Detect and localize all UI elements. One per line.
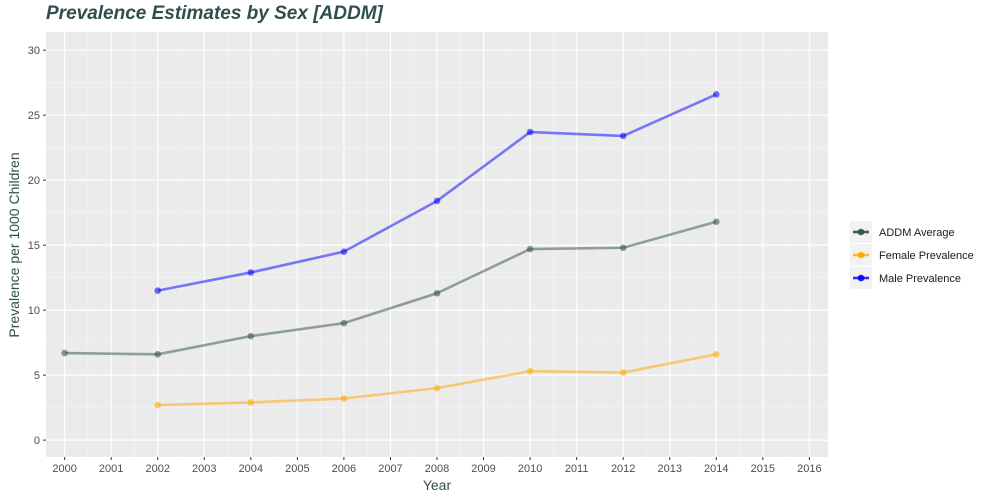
x-tick-label: 2014 <box>704 463 728 475</box>
female-prevalence-legend-label: Female Prevalence <box>879 250 974 262</box>
grid-major <box>46 32 828 457</box>
x-tick-label: 2005 <box>285 463 309 475</box>
addm-average-point <box>433 289 441 297</box>
x-tick-label: 2016 <box>797 463 821 475</box>
addm-average-point <box>154 351 162 358</box>
addm-average-point <box>247 332 255 340</box>
y-tick-label: 25 <box>28 110 40 122</box>
x-tick-label: 2001 <box>99 463 123 475</box>
y-tick-label: 30 <box>28 45 40 57</box>
male-prevalence-point <box>619 132 627 140</box>
legend: ADDM Average Female Prevalence Male Preval… <box>850 220 1000 290</box>
y-tick-label: 15 <box>28 240 40 252</box>
female-prevalence-point <box>154 401 162 409</box>
addm-average-legend-point <box>857 228 865 236</box>
x-tick-label: 2010 <box>518 463 542 475</box>
x-tick-label: 2015 <box>751 463 775 475</box>
female-prevalence-point <box>526 367 534 375</box>
y-axis-ticks: 0 5 10 15 20 25 30 <box>28 45 46 447</box>
female-prevalence-point <box>340 395 348 402</box>
female-prevalence-point <box>433 384 441 392</box>
x-tick-label: 2002 <box>145 463 169 475</box>
x-tick-label: 2000 <box>52 463 76 475</box>
female-prevalence-point <box>619 369 627 376</box>
addm-average-point <box>619 244 627 252</box>
x-tick-label: 2003 <box>192 463 216 475</box>
x-tick-label: 2013 <box>657 463 681 475</box>
addm-average-point <box>526 245 534 253</box>
y-tick-label: 20 <box>28 175 40 187</box>
y-tick-label: 10 <box>28 305 40 317</box>
x-tick-label: 2011 <box>565 463 589 475</box>
x-tick-label: 2006 <box>332 463 356 475</box>
addm-average-legend-label: ADDM Average <box>879 227 955 239</box>
y-tick-label: 0 <box>34 435 40 447</box>
y-axis-title: Prevalence per 1000 Children <box>6 152 22 337</box>
x-tick-label: 2007 <box>378 463 402 475</box>
addm-average-point <box>712 218 720 226</box>
addm-average-point <box>61 349 68 357</box>
x-tick-label: 2009 <box>471 463 495 475</box>
male-prevalence-point <box>340 248 348 255</box>
female-prevalence-point <box>712 351 720 358</box>
male-prevalence-legend-label: Male Prevalence <box>879 273 961 285</box>
series-layer <box>61 91 720 409</box>
x-tick-label: 2004 <box>239 463 263 475</box>
x-axis-title: Year <box>423 477 452 493</box>
x-tick-label: 2012 <box>611 463 635 475</box>
y-tick-label: 5 <box>34 370 40 382</box>
male-prevalence-point <box>526 128 534 136</box>
male-prevalence-legend-point <box>857 274 865 282</box>
addm-average-line <box>64 220 717 356</box>
male-prevalence-point <box>154 287 162 294</box>
female-prevalence-point <box>247 399 255 406</box>
legend-background <box>850 220 1000 290</box>
male-prevalence-point <box>247 269 255 276</box>
x-tick-label: 2008 <box>425 463 449 475</box>
x-axis-ticks: 2000 2001 2002 2003 2004 2005 2006 2007 2008 2009… <box>52 457 822 475</box>
chart-title: Prevalence Estimates by Sex [ADDM] <box>46 3 383 24</box>
male-prevalence-point <box>433 197 441 205</box>
addm-average-point <box>340 319 348 327</box>
male-prevalence-point <box>712 91 720 98</box>
female-prevalence-legend-point <box>857 251 865 259</box>
